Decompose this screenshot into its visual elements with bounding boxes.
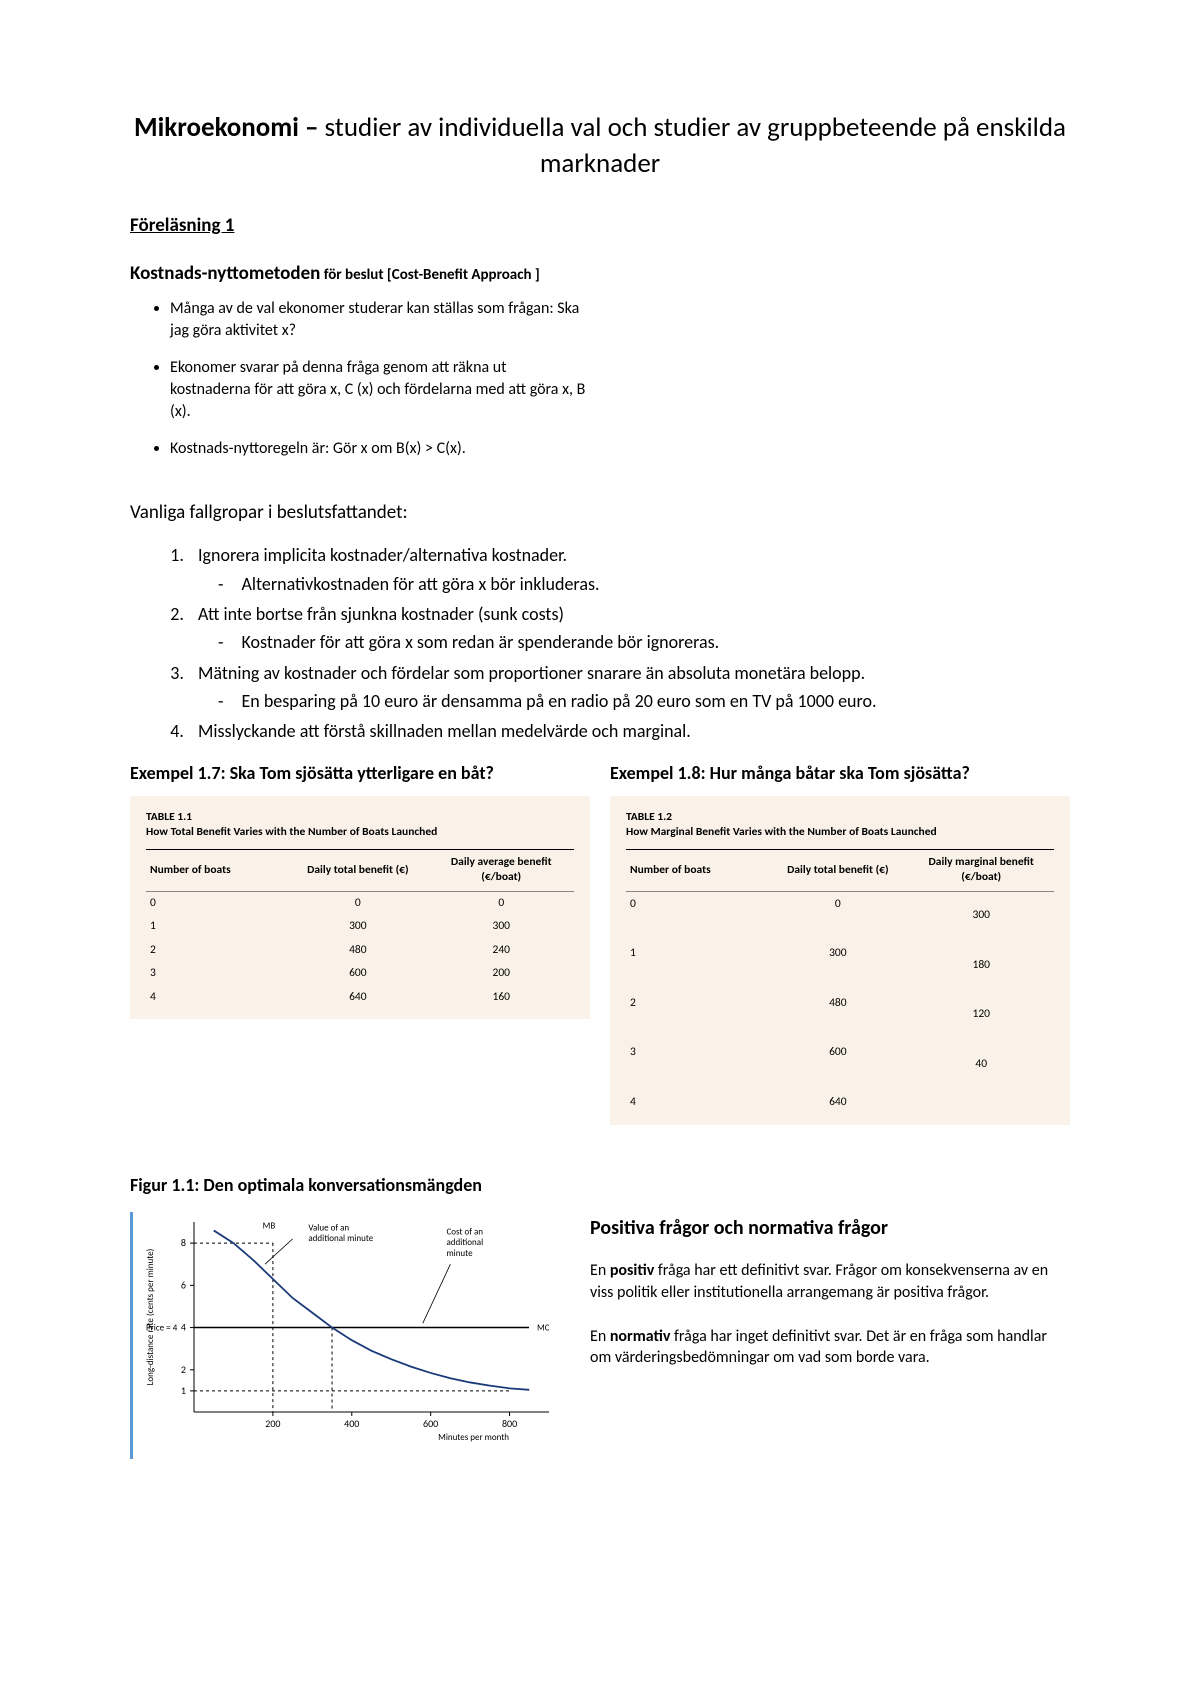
- list-item: Mätning av kostnader och fördelar som pr…: [188, 661, 1070, 714]
- list-item: Många av de val ekonomer studerar kan st…: [170, 298, 590, 341]
- table-1-1: TABLE 1.1 How Total Benefit Varies with …: [130, 796, 590, 1020]
- table-label: TABLE 1.1: [146, 810, 574, 826]
- pitfalls-list: Ignorera implicita kostnader/alternativa…: [130, 543, 1070, 743]
- bottom-row: Figur 1.1: Den optimala konversationsmän…: [130, 1173, 1070, 1458]
- data-table: Number of boats Daily total benefit (€) …: [146, 849, 574, 1010]
- data-table: Number of boats Daily total benefit (€) …: [626, 849, 1054, 1116]
- svg-text:MC: MC: [537, 1322, 550, 1333]
- svg-text:MB: MB: [263, 1220, 276, 1231]
- table-row: 120: [626, 1016, 1054, 1040]
- col-header: Daily total benefit (€): [287, 849, 428, 891]
- list-item: Ignorera implicita kostnader/alternativa…: [188, 543, 1070, 596]
- col-header: Daily marginal benefit (€/boat): [908, 849, 1054, 891]
- list-item: Ekonomer svarar på denna fråga genom att…: [170, 357, 590, 422]
- list-item: Att inte bortse från sjunkna kostnader (…: [188, 602, 1070, 655]
- table-row: 000: [146, 891, 574, 915]
- svg-text:1: 1: [181, 1384, 186, 1397]
- list-item: Kostnads-nyttoregeln är: Gör x om B(x) >…: [170, 438, 590, 460]
- svg-text:6: 6: [181, 1278, 186, 1291]
- costbenefit-big: Kostnads-nyttometoden: [130, 262, 320, 285]
- pitfall-text: Mätning av kostnader och fördelar som pr…: [198, 662, 865, 684]
- svg-text:8: 8: [181, 1236, 186, 1249]
- col-header: Daily average benefit (€/boat): [428, 849, 574, 891]
- normative-para: En normativ fråga har inget definitivt s…: [590, 1326, 1070, 1369]
- lecture-heading: Föreläsning 1: [130, 213, 1070, 239]
- table-1-2: TABLE 1.2 How Marginal Benefit Varies wi…: [610, 796, 1070, 1126]
- svg-text:2: 2: [181, 1362, 186, 1375]
- svg-text:600: 600: [423, 1417, 438, 1430]
- text-column: Positiva frågor och normativa frågor En …: [590, 1173, 1070, 1458]
- table-row: 3600200: [146, 962, 574, 986]
- col-header: Number of boats: [146, 849, 287, 891]
- page-title: Mikroekonomi – studier av individuella v…: [130, 110, 1070, 183]
- svg-text:Value of an: Value of an: [308, 1222, 349, 1233]
- table-row: 4640160: [146, 986, 574, 1010]
- pitfall-sub: En besparing på 10 euro är densamma på e…: [218, 689, 1070, 713]
- svg-text:Minutes per month: Minutes per month: [438, 1432, 509, 1443]
- posneg-heading: Positiva frågor och normativa frågor: [590, 1215, 1070, 1242]
- svg-text:additional minute: additional minute: [308, 1233, 373, 1244]
- table-row: 2480240: [146, 939, 574, 963]
- example-title: Exempel 1.7: Ska Tom sjösätta ytterligar…: [130, 761, 590, 785]
- pitfall-sub: Alternativkostnaden för att göra x bör i…: [218, 572, 1070, 596]
- bold-word: normativ: [610, 1327, 671, 1346]
- list-item: Misslyckande att förstå skillnaden mella…: [188, 719, 1070, 743]
- example-17: Exempel 1.7: Ska Tom sjösätta ytterligar…: [130, 761, 590, 1125]
- example-18: Exempel 1.8: Hur många båtar ska Tom sjö…: [610, 761, 1070, 1125]
- pitfalls-heading: Vanliga fallgropar i beslutsfattandet:: [130, 500, 1070, 526]
- title-bold: Mikroekonomi –: [134, 111, 318, 144]
- svg-text:800: 800: [502, 1417, 517, 1430]
- examples-row: Exempel 1.7: Ska Tom sjösätta ytterligar…: [130, 761, 1070, 1125]
- example-title: Exempel 1.8: Hur många båtar ska Tom sjö…: [610, 761, 1070, 785]
- costbenefit-heading: Kostnads-nyttometoden för beslut [Cost-B…: [130, 261, 560, 287]
- chart-wrapper: 12468200400600800MCMBValue of anaddition…: [130, 1212, 560, 1459]
- svg-text:additional: additional: [446, 1237, 483, 1248]
- title-rest: studier av individuella val och studier …: [318, 111, 1066, 180]
- bold-word: positiv: [610, 1261, 654, 1280]
- col-header: Number of boats: [626, 849, 767, 891]
- col-header: Daily total benefit (€): [767, 849, 908, 891]
- table-row: 180: [626, 967, 1054, 991]
- chart-svg: 12468200400600800MCMBValue of anaddition…: [139, 1212, 559, 1452]
- pitfall-sub: Kostnader för att göra x som redan är sp…: [218, 630, 1070, 654]
- svg-text:minute: minute: [446, 1247, 473, 1258]
- table-caption: How Total Benefit Varies with the Number…: [146, 825, 574, 841]
- figure-column: Figur 1.1: Den optimala konversationsmän…: [130, 1173, 560, 1458]
- svg-text:200: 200: [265, 1417, 280, 1430]
- table-row: 40: [626, 1066, 1054, 1090]
- svg-text:Cost of an: Cost of an: [446, 1226, 483, 1237]
- pitfall-text: Att inte bortse från sjunkna kostnader (…: [198, 603, 564, 625]
- table-label: TABLE 1.2: [626, 810, 1054, 826]
- table-row: 300: [626, 917, 1054, 941]
- bullet-list: Många av de val ekonomer studerar kan st…: [130, 298, 590, 460]
- table-row: 1300300: [146, 915, 574, 939]
- svg-text:Long-distance rate (cents per: Long-distance rate (cents per minute): [145, 1248, 156, 1385]
- svg-text:400: 400: [344, 1417, 359, 1430]
- table-row: 4640: [626, 1089, 1054, 1115]
- positive-para: En positiv fråga har ett definitivt svar…: [590, 1260, 1070, 1303]
- svg-text:4: 4: [181, 1320, 186, 1333]
- table-caption: How Marginal Benefit Varies with the Num…: [626, 825, 1054, 841]
- pitfall-text: Misslyckande att förstå skillnaden mella…: [198, 720, 691, 742]
- pitfall-text: Ignorera implicita kostnader/alternativa…: [198, 544, 567, 566]
- figure-title: Figur 1.1: Den optimala konversationsmän…: [130, 1173, 560, 1197]
- costbenefit-small: för beslut [Cost-Benefit Approach ]: [320, 266, 539, 284]
